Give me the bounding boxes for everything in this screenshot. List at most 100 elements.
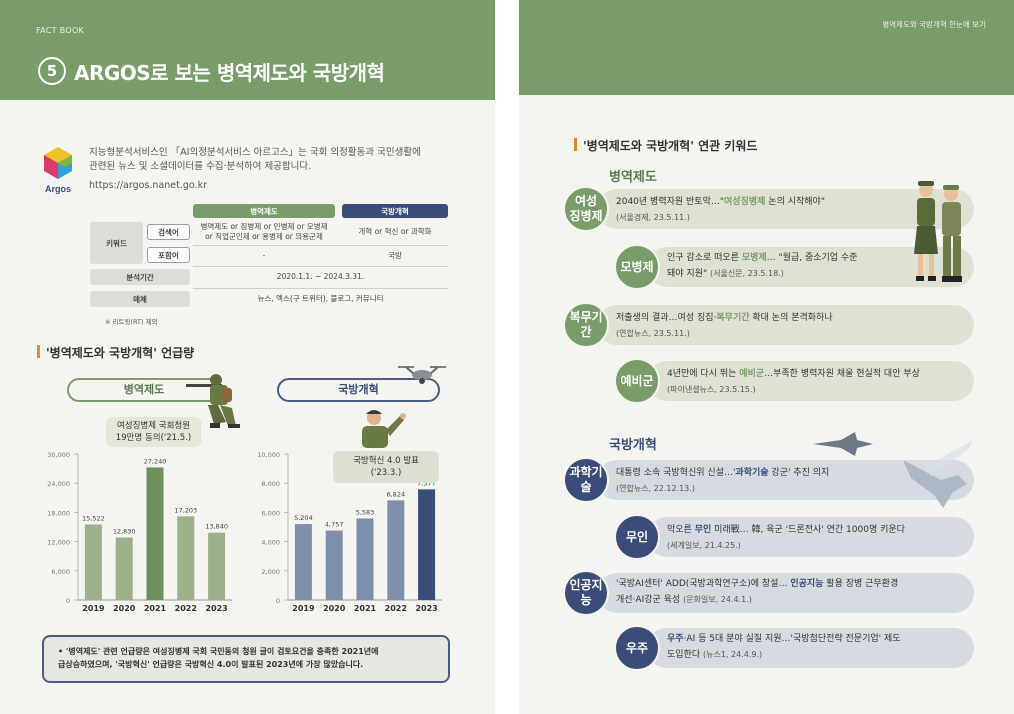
drone-illustration — [398, 366, 446, 384]
group-title-military-service: 병역제도 — [609, 170, 657, 185]
argos-url[interactable]: https://argos.nanet.go.kr — [89, 180, 207, 191]
keyword-circle: 예비군 — [614, 358, 660, 404]
bar — [177, 516, 195, 600]
chart2-annotation: 국방혁신 4.0 발표('23.3.) — [333, 451, 439, 483]
argos-logo: Argos — [44, 147, 72, 194]
y-tick-label: 30,000 — [47, 451, 70, 459]
search-terms-military-line2: or 직업군인제 or 용병제 or 의용군제 — [205, 232, 323, 241]
bar — [208, 532, 226, 600]
summary-note-box: • '병역제도' 관련 언급량은 여성징병제 국회 국민동의 청원 글이 검토요… — [42, 635, 450, 683]
keyword-label: 여성 — [574, 194, 598, 208]
y-tick-label: 8,000 — [261, 480, 280, 488]
intro-text: 지능형분석서비스인 「AI의정분석서비스 아르고스」는 국회 의정활동과 국민생… — [89, 146, 449, 174]
row-label-period: 분석기간 — [90, 269, 190, 285]
keyword-band — [597, 189, 974, 229]
keyword-band — [647, 517, 974, 557]
headline-text: 활용 장병 근무환경 — [823, 579, 899, 589]
chart2-title-pill: 국방개혁 — [277, 378, 440, 402]
headline-text: 논의 시작해야" — [765, 197, 825, 207]
right-header-band — [519, 0, 1014, 95]
headline-keyword: 모병제 — [741, 253, 767, 263]
table-divider — [193, 266, 448, 267]
y-tick-label: 4,000 — [261, 539, 280, 547]
bar — [325, 530, 343, 600]
headline-keyword: 예비군 — [739, 369, 765, 379]
headline-keyword: 인공지능 — [790, 579, 824, 589]
right-header-tag: 병역제도와 국방개혁 한눈에 보기 — [882, 20, 986, 29]
headline-text: '국방AI센터' ADD(국방과학연구소)에 창설… — [616, 579, 791, 589]
media-value: 뉴스, 엑스(구 트위터), 블로그, 커뮤니티 — [257, 294, 384, 303]
table-footnote: ※ 리트윗(RT) 제외 — [105, 318, 158, 326]
headline-text: 강군' 추진 의지 — [768, 468, 830, 478]
bar — [294, 524, 312, 600]
keyword-label: 우주 — [625, 640, 649, 655]
search-terms-military-line1: 병역제도 or 징병제 or 민병제 or 모병제 — [200, 222, 328, 231]
row-label-media: 매체 — [90, 291, 190, 307]
headline-text: 막오른 — [667, 525, 695, 535]
bar-value-label: 4,757 — [325, 521, 344, 529]
header-tag: FACT BOOK — [36, 26, 85, 35]
x-tick-label: 2022 — [385, 604, 407, 613]
keyword-label-line2: 징병제 — [569, 209, 603, 223]
summary-note-line1: • '병역제도' 관련 언급량은 여성징병제 국회 국민동의 청원 글이 검토요… — [58, 647, 379, 656]
x-tick-label: 2020 — [323, 604, 346, 613]
y-tick-label: 24,000 — [47, 480, 70, 488]
x-tick-label: 2023 — [415, 604, 437, 613]
headline-source: (파이낸셜뉴스, 23.5.15.) — [667, 385, 756, 394]
page-title: ARGOS로 보는 병역제도와 국방개혁 — [74, 61, 385, 85]
headline-text: …부족한 병력자원 채울 현실적 대안 부상 — [764, 369, 920, 379]
headline-keyword: 우주 — [667, 634, 684, 644]
bar-value-label: 7,577 — [417, 479, 436, 487]
headline-source: (뉴스1, 24.4.9.) — [702, 650, 763, 659]
bar — [387, 500, 405, 600]
bar — [418, 489, 436, 600]
chart1-annotation-line1: 여성징병제 국회청원 — [116, 421, 191, 431]
table-divider — [193, 245, 448, 246]
bar-value-label: 27,240 — [144, 457, 167, 465]
keyword-headline: 막오른 무인 미래戰… 韓, 육군 '드론전사' 연간 1000명 키운다 (세계… — [667, 523, 962, 554]
section-accent-bar — [574, 138, 577, 151]
bar-value-label: 12,830 — [113, 528, 136, 536]
chart-defense-reform: 0 2,000 4,000 6,000 8,000 10,000 5,204 2019 4,75… — [257, 451, 442, 613]
left-header-band — [0, 0, 495, 100]
include-terms-reform: 국방 — [388, 251, 402, 260]
headline-keyword: 여성징병제 — [724, 197, 766, 207]
headline-text: 확대 논의 본격화하나 — [749, 313, 833, 323]
bar — [356, 518, 374, 600]
keyword-label: 복무기간 — [569, 310, 603, 339]
intro-line-2: 관련된 뉴스 및 소셜데이터를 수집·분석하여 제공합니다. — [89, 161, 312, 172]
keyword-band — [647, 628, 974, 668]
headline-text: 2040년 병력자원 반토막…" — [616, 197, 725, 207]
keyword-headline: 저출생의 결과…여성 징집·복무기간 확대 논의 본격화하나 (연합뉴스, 23.… — [616, 311, 962, 342]
keyword-circle: 복무기간 — [563, 302, 609, 348]
headline-text: 인구 감소로 떠오른 — [667, 253, 742, 263]
headline-text: … "월급, 중소기업 수준 — [766, 253, 858, 263]
headline-keyword: 무인 — [694, 525, 712, 535]
keyword-circle: 과학기술 — [563, 457, 609, 503]
female-soldiers-illustration — [914, 181, 962, 282]
headline-text: 대통령 소속 국방혁신위 신설…' — [616, 468, 736, 478]
keyword-circle: 모병제 — [614, 244, 660, 290]
analysis-table: 병역제도 국방개혁 키워드 검색어 포함어 병역제도 or 징병제 or 민병제… — [0, 0, 495, 330]
chart1-annotation: 여성징병제 국회청원 19만명 동의('21.5.) — [106, 417, 201, 447]
soldier-pointing-illustration — [362, 410, 406, 448]
headline-keyword: 복무기간 — [716, 313, 750, 323]
x-tick-label: 2021 — [354, 604, 377, 613]
search-terms-reform: 개혁 or 혁신 or 과학화 — [358, 227, 432, 236]
col-header-military-service: 병역제도 — [193, 204, 335, 218]
x-tick-label: 2021 — [144, 604, 167, 613]
bar-value-label: 15,522 — [82, 514, 105, 522]
y-tick-label: 10,000 — [257, 451, 280, 459]
headline-text: 저출생의 결과…여성 징집· — [616, 313, 717, 323]
keyword-band — [647, 361, 974, 401]
headline-source: (서울경제, 23.5.11.) — [616, 213, 690, 222]
headline-text: 미래戰… 韓, 육군 '드론전사' 연간 1000명 키운다 — [711, 525, 905, 535]
group-title-defense-reform: 국방개혁 — [609, 438, 657, 453]
headline-text: 4년만에 다시 뛰는 — [667, 369, 740, 379]
bar-value-label: 17,203 — [174, 506, 197, 514]
period-value: 2020.1.1. ~ 2024.3.31. — [276, 272, 365, 281]
keywords-section-title: '병역제도와 국방개혁' 연관 키워드 — [583, 139, 758, 153]
fighter-jets-illustration — [813, 432, 973, 508]
summary-note-line2: 급상승하였으며, '국방혁신' 언급량은 국방혁신 4.0이 발표된 2023년… — [58, 660, 364, 669]
right-page: 병역제도와 국방개혁 한눈에 보기 '병역제도와 국방개혁' 연관 키워드 병역… — [519, 0, 1014, 714]
